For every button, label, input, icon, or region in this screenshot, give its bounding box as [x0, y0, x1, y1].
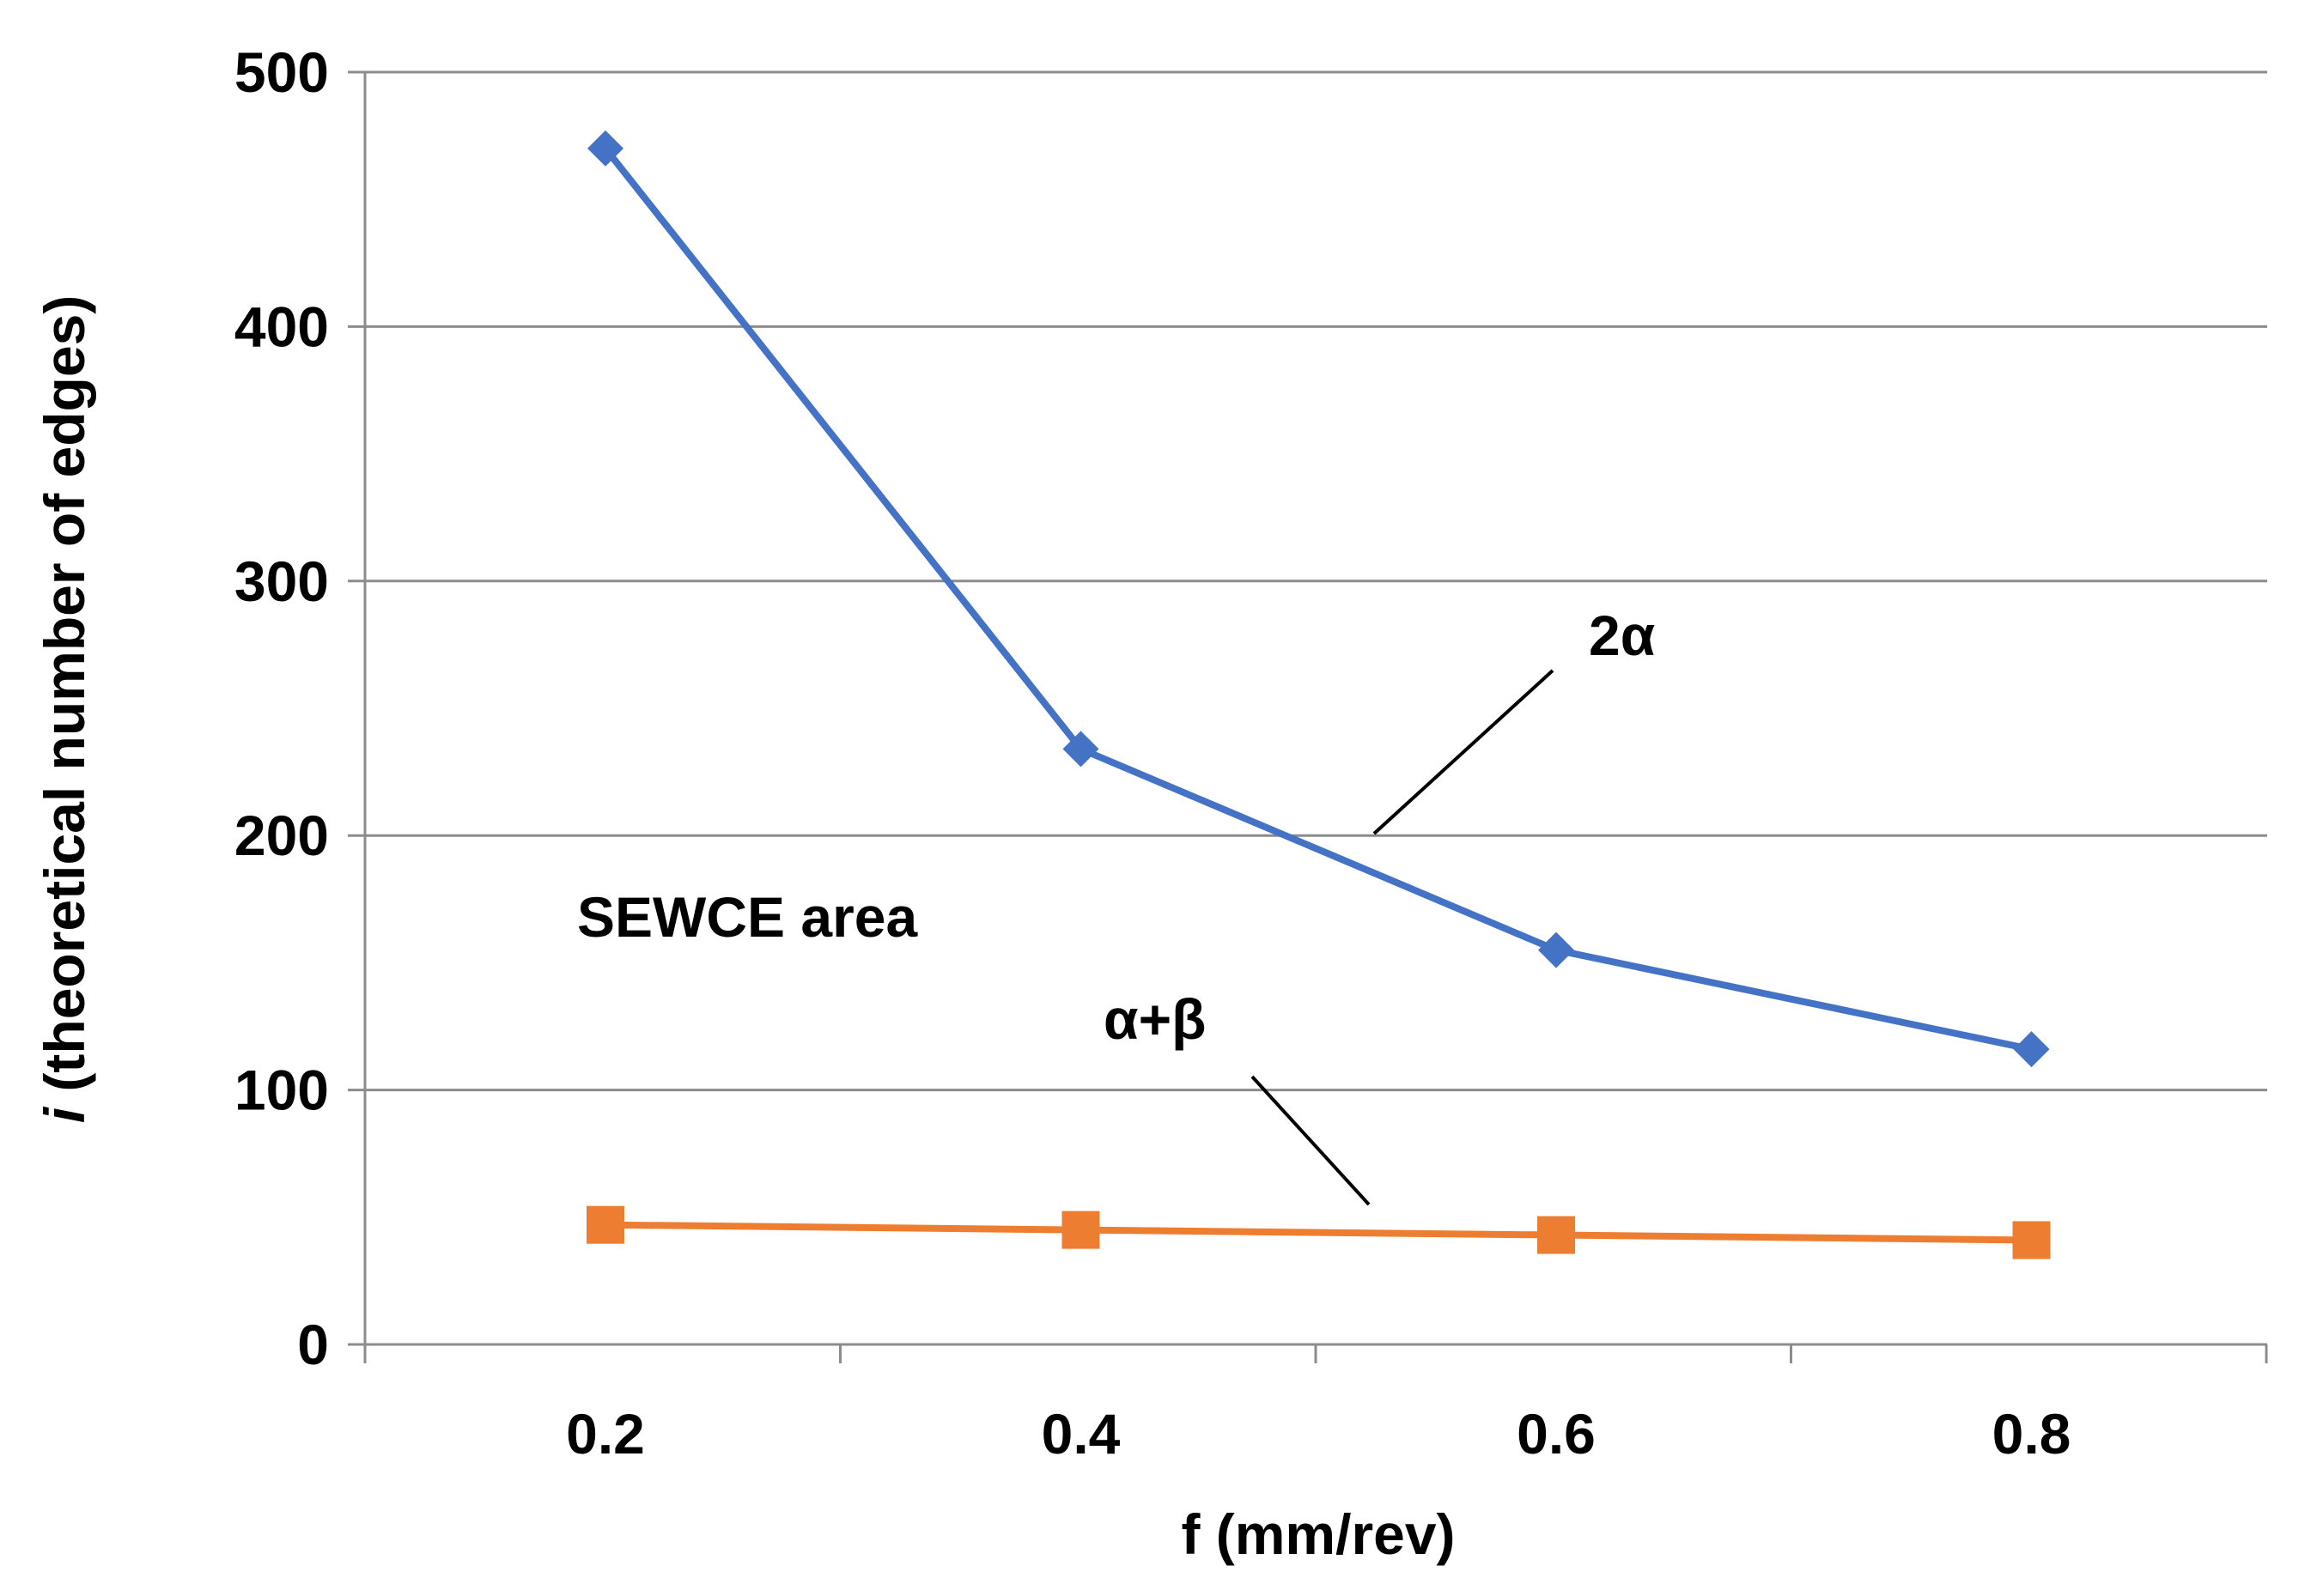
gridlines — [365, 70, 2267, 1092]
x-tick-label: 0.2 — [566, 1402, 645, 1466]
series-1-point — [1538, 932, 1574, 968]
axes — [348, 70, 2268, 1363]
y-axis-title: i (theoretical number of edges) — [33, 295, 96, 1123]
y-tick-label: 200 — [234, 804, 329, 867]
series-1-point — [587, 130, 623, 167]
series-group — [587, 130, 2051, 1259]
y-tick-label: 500 — [234, 40, 329, 104]
series-line-2 — [605, 1221, 2032, 1244]
series-1-point — [2013, 1031, 2050, 1068]
y-tick-labels: 0 100 200 300 400 500 — [234, 40, 329, 1376]
x-tick-label: 0.4 — [1042, 1402, 1121, 1466]
sewce-area-annotation: SEWCE area — [577, 885, 918, 949]
x-tick-label: 0.6 — [1517, 1402, 1596, 1466]
x-tick-label: 0.8 — [1992, 1402, 2071, 1466]
series-2-point — [1061, 1211, 1100, 1249]
series2-annotation: α+β — [1104, 987, 1206, 1051]
series-line-1 — [602, 146, 2033, 1053]
y-axis-title-italic: i — [33, 1106, 96, 1123]
series-1-point — [1062, 731, 1099, 768]
y-tick-label: 400 — [234, 294, 329, 358]
y-tick-label: 0 — [297, 1313, 329, 1376]
x-axis-title: f (mm/rev) — [1181, 1502, 1455, 1566]
y-tick-label: 100 — [234, 1059, 329, 1122]
series1-leader-line — [1372, 669, 1554, 835]
x-tick-labels: 0.2 0.4 0.6 0.8 — [566, 1402, 2071, 1466]
y-tick-label: 300 — [234, 549, 329, 613]
series1-annotation: 2α — [1589, 604, 1655, 667]
y-axis-title-rest: (theoretical number of edges) — [33, 295, 96, 1107]
series2-leader-line — [1250, 1075, 1371, 1206]
series-2-point — [1537, 1216, 1575, 1254]
series-2-point — [2012, 1221, 2051, 1259]
series-2-point — [587, 1205, 624, 1244]
